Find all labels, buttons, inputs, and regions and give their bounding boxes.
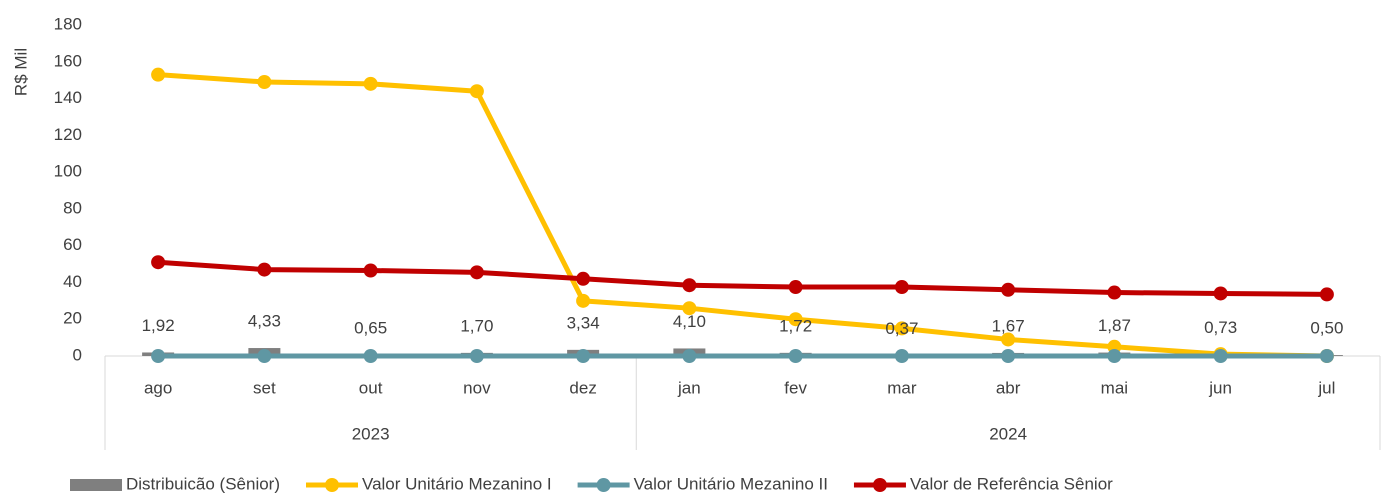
line-marker <box>682 278 697 293</box>
line-marker <box>788 312 803 327</box>
data-label: 1,70 <box>460 316 493 335</box>
x-tick-label: abr <box>996 378 1021 397</box>
y-tick-label: 60 <box>63 235 82 254</box>
line-marker <box>151 255 166 270</box>
group-label: 2024 <box>989 424 1027 443</box>
legend-swatch-marker <box>872 478 887 492</box>
y-tick-label: 0 <box>73 345 82 364</box>
line-marker <box>151 349 166 363</box>
data-label: 1,72 <box>779 316 812 335</box>
y-tick-label: 140 <box>54 88 82 107</box>
data-label: 4,33 <box>248 312 281 331</box>
line-marker <box>257 75 272 90</box>
line-marker <box>1213 286 1228 301</box>
line-marker <box>257 349 272 363</box>
line-marker <box>257 262 272 277</box>
x-tick-label: mai <box>1101 378 1128 397</box>
y-tick-label: 100 <box>54 162 82 181</box>
line-marker <box>469 265 484 280</box>
line-marker <box>682 349 697 363</box>
y-tick-label: 40 <box>63 272 82 291</box>
legend-label: Valor Unitário Mezanino I <box>362 474 552 493</box>
line-marker <box>1001 349 1016 363</box>
y-tick-label: 180 <box>54 14 82 33</box>
line-marker <box>576 271 591 286</box>
legend-label: Valor de Referência Sênior <box>910 474 1113 493</box>
line <box>157 72 1327 359</box>
legend-label: Valor Unitário Mezanino II <box>634 474 828 493</box>
line-marker <box>1001 332 1016 347</box>
data-label: 1,67 <box>992 316 1025 335</box>
line-marker <box>894 349 909 363</box>
legend-swatch-marker <box>325 478 339 492</box>
line-marker <box>788 280 803 295</box>
legend-swatch <box>70 479 122 491</box>
line-marker <box>894 280 909 295</box>
y-tick-label: 80 <box>63 198 82 217</box>
data-label: 1,92 <box>142 316 175 335</box>
data-label: 0,65 <box>354 318 387 337</box>
line-marker <box>894 321 909 336</box>
y-tick-label: 20 <box>63 309 82 328</box>
line-marker <box>788 349 803 363</box>
x-tick-label: jun <box>1208 378 1232 397</box>
y-axis-label: R$ Mil <box>11 48 30 96</box>
line-marker <box>1319 287 1334 302</box>
line-marker <box>576 293 591 308</box>
legend: Distribuicão (Sênior) Valor Unitário Meza… <box>70 474 1113 493</box>
x-tick-label: out <box>359 378 383 397</box>
data-label: 0,50 <box>1310 319 1343 338</box>
y-tick-label: 160 <box>54 51 82 70</box>
line-marker <box>363 76 378 91</box>
legend-label: Distribuicão (Sênior) <box>126 474 280 493</box>
line-marker <box>682 301 697 316</box>
group-label: 2023 <box>352 424 390 443</box>
line-marker <box>151 67 166 82</box>
data-label: 3,34 <box>567 313 600 332</box>
line-marker <box>469 349 484 363</box>
line-marker <box>1107 285 1122 300</box>
y-tick-label: 120 <box>54 125 82 144</box>
line-marker <box>363 263 378 278</box>
x-tick-label: jan <box>677 378 701 397</box>
legend-swatch-marker <box>596 478 611 492</box>
x-tick-label: ago <box>144 378 172 397</box>
line-marker <box>1213 349 1228 363</box>
data-label: 1,87 <box>1098 316 1131 335</box>
line-marker <box>576 349 591 363</box>
x-tick-label: jul <box>1317 378 1335 397</box>
data-label: 0,37 <box>885 319 918 338</box>
line-marker <box>1319 349 1334 363</box>
x-tick-label: nov <box>463 378 491 397</box>
data-label: 0,73 <box>1204 318 1237 337</box>
x-tick-label: dez <box>569 378 596 397</box>
data-label: 4,10 <box>673 312 706 331</box>
line-marker <box>1107 349 1122 363</box>
line-marker <box>363 349 378 363</box>
line-marker <box>469 84 484 99</box>
line-marker <box>1001 282 1016 297</box>
line <box>157 259 1327 297</box>
x-tick-label: mar <box>887 378 917 397</box>
x-tick-label: set <box>253 378 276 397</box>
x-tick-label: fev <box>784 378 807 397</box>
